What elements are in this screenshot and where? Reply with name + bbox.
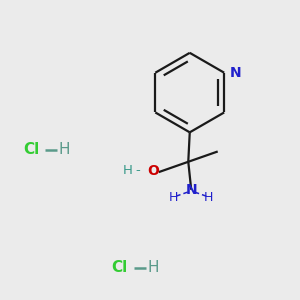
Text: H: H bbox=[204, 190, 214, 204]
Text: Cl: Cl bbox=[23, 142, 40, 158]
Text: O: O bbox=[147, 164, 159, 178]
Text: H: H bbox=[147, 260, 159, 275]
Text: H: H bbox=[169, 190, 178, 204]
Text: N: N bbox=[185, 183, 197, 197]
Text: -: - bbox=[135, 164, 140, 177]
Text: N: N bbox=[230, 66, 241, 80]
Text: H: H bbox=[122, 164, 132, 177]
Text: H: H bbox=[59, 142, 70, 158]
Text: Cl: Cl bbox=[112, 260, 128, 275]
